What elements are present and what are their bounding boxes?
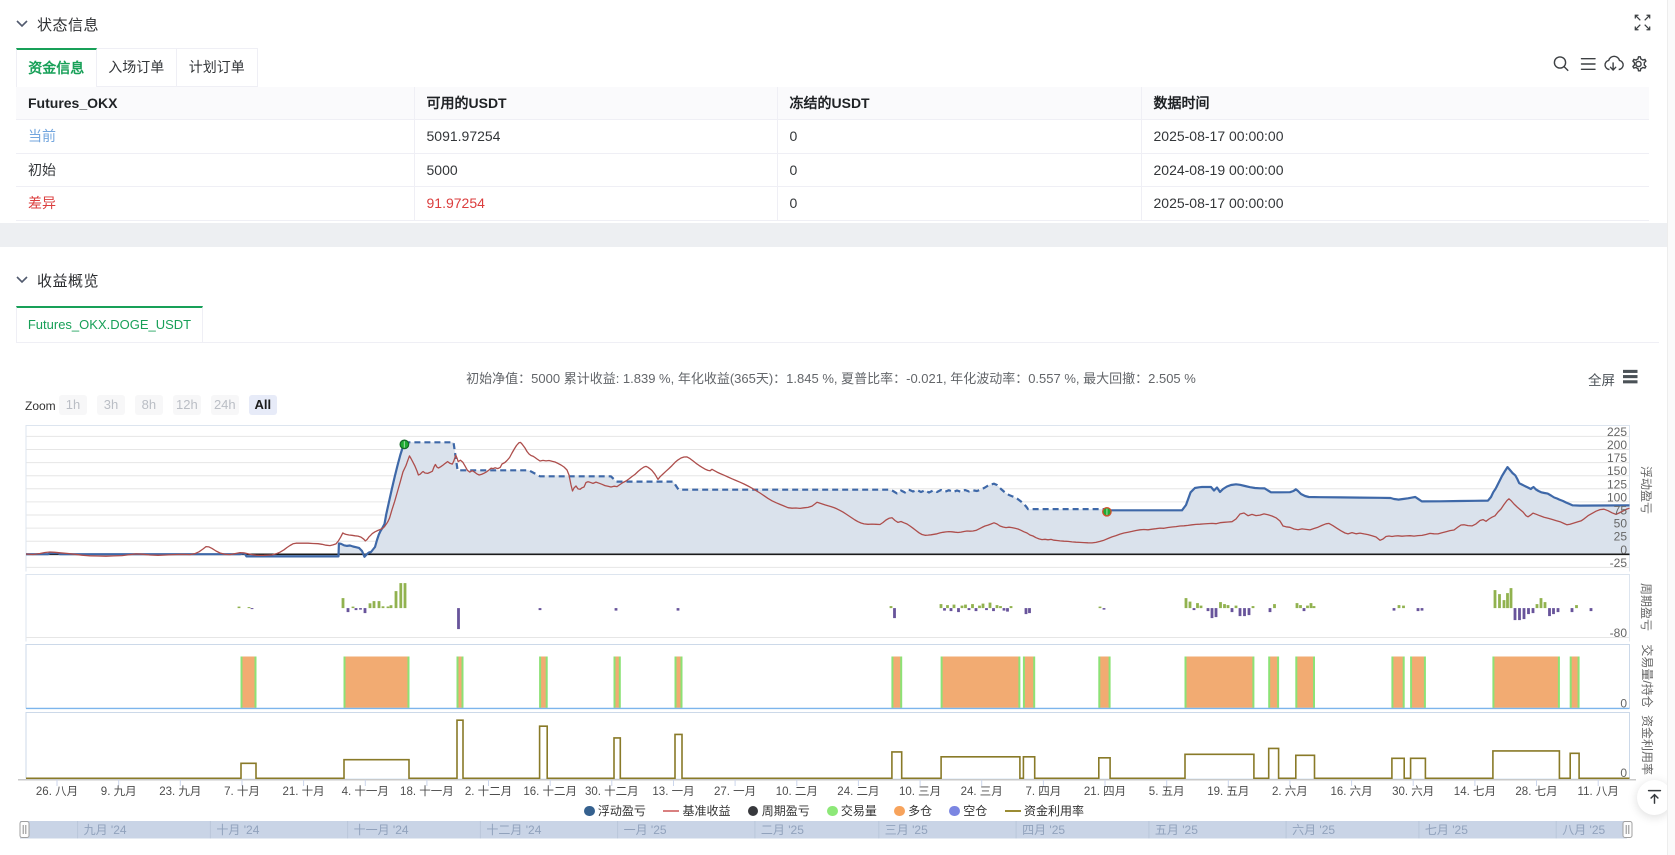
- svg-text:18. 十一月: 18. 十一月: [400, 784, 454, 798]
- svg-text:28. 七月: 28. 七月: [1515, 785, 1557, 798]
- svg-text:一月 '25: 一月 '25: [624, 823, 667, 837]
- svg-text:浮动盈亏: 浮动盈亏: [1639, 466, 1653, 514]
- svg-text:0: 0: [1620, 766, 1627, 780]
- svg-text:24. 二月: 24. 二月: [837, 786, 879, 798]
- svg-text:21. 四月: 21. 四月: [1084, 786, 1126, 798]
- svg-text:0: 0: [1620, 543, 1627, 557]
- svg-text:27. 一月: 27. 一月: [714, 786, 756, 798]
- svg-text:四月 '25: 四月 '25: [1022, 823, 1065, 837]
- svg-text:交易量/持仓: 交易量/持仓: [1640, 644, 1655, 707]
- svg-text:4. 十一月: 4. 十一月: [342, 784, 389, 798]
- svg-text:周期盈亏: 周期盈亏: [1639, 583, 1653, 631]
- svg-text:13. 一月: 13. 一月: [652, 786, 694, 798]
- svg-text:16. 十二月: 16. 十二月: [523, 784, 577, 798]
- svg-text:11. 八月: 11. 八月: [1578, 786, 1619, 798]
- svg-text:100: 100: [1607, 490, 1627, 504]
- svg-text:26. 八月: 26. 八月: [36, 786, 78, 798]
- svg-text:十一月 '24: 十一月 '24: [354, 823, 409, 837]
- svg-text:十二月 '24: 十二月 '24: [486, 823, 541, 837]
- svg-text:23. 九月: 23. 九月: [159, 785, 201, 798]
- svg-text:资金利用率: 资金利用率: [1640, 715, 1655, 775]
- svg-text:9. 九月: 9. 九月: [101, 785, 137, 798]
- svg-text:50: 50: [1614, 517, 1628, 531]
- svg-text:二月 '25: 二月 '25: [761, 823, 804, 837]
- svg-text:八月 '25: 八月 '25: [1562, 823, 1605, 837]
- svg-text:150: 150: [1607, 464, 1627, 478]
- svg-text:225: 225: [1607, 425, 1627, 439]
- svg-text:200: 200: [1607, 438, 1627, 452]
- svg-text:十月 '24: 十月 '24: [216, 823, 259, 837]
- svg-text:六月 '25: 六月 '25: [1292, 823, 1335, 837]
- svg-text:30. 六月: 30. 六月: [1392, 785, 1434, 798]
- svg-text:16. 六月: 16. 六月: [1331, 785, 1373, 798]
- svg-text:125: 125: [1607, 477, 1627, 491]
- svg-text:2. 十二月: 2. 十二月: [465, 784, 512, 798]
- svg-text:25: 25: [1614, 530, 1628, 544]
- svg-text:5. 五月: 5. 五月: [1149, 786, 1185, 798]
- svg-text:24. 三月: 24. 三月: [961, 786, 1003, 798]
- svg-text:三月 '25: 三月 '25: [885, 823, 928, 837]
- svg-text:7. 四月: 7. 四月: [1026, 786, 1062, 798]
- svg-text:九月 '24: 九月 '24: [84, 823, 127, 837]
- svg-text:75: 75: [1614, 504, 1628, 518]
- svg-text:14. 七月: 14. 七月: [1454, 785, 1496, 798]
- svg-text:2. 六月: 2. 六月: [1272, 785, 1308, 798]
- svg-text:30. 十二月: 30. 十二月: [585, 784, 639, 798]
- svg-text:-25: -25: [1610, 556, 1628, 570]
- svg-text:175: 175: [1607, 451, 1627, 465]
- svg-text:10. 二月: 10. 二月: [776, 786, 818, 798]
- svg-text:7. 十月: 7. 十月: [224, 784, 260, 798]
- svg-text:五月 '25: 五月 '25: [1155, 823, 1198, 837]
- svg-text:-80: -80: [1610, 626, 1628, 640]
- svg-text:19. 五月: 19. 五月: [1207, 786, 1249, 798]
- svg-text:七月 '25: 七月 '25: [1425, 823, 1468, 837]
- svg-text:21. 十月: 21. 十月: [283, 784, 325, 798]
- svg-text:0: 0: [1620, 697, 1627, 711]
- svg-text:10. 三月: 10. 三月: [899, 786, 941, 798]
